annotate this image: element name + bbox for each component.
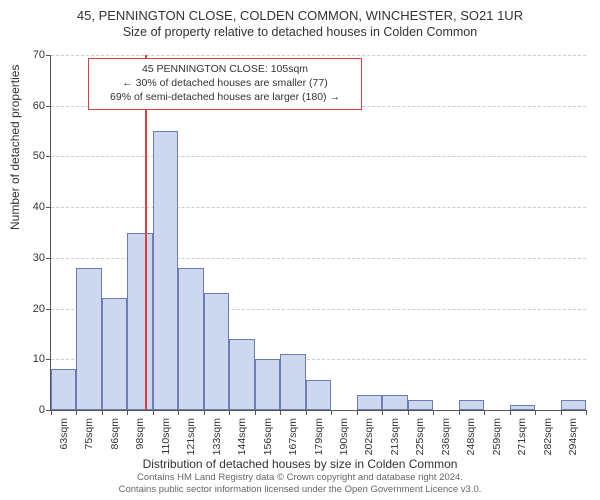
xtick-mark [357, 410, 358, 415]
ytick-mark [46, 207, 51, 208]
histogram-bar [382, 395, 407, 410]
histogram-bar [408, 400, 433, 410]
xtick-mark [561, 410, 562, 415]
xtick-label: 248sqm [465, 418, 477, 455]
xtick-mark [433, 410, 434, 415]
xtick-mark [484, 410, 485, 415]
xtick-label: 179sqm [313, 418, 325, 455]
xtick-mark [535, 410, 536, 415]
ytick-mark [46, 258, 51, 259]
footer-attribution: Contains HM Land Registry data © Crown c… [0, 472, 600, 496]
ytick-label: 0 [19, 404, 45, 416]
ytick-mark [46, 359, 51, 360]
chart-page: { "header": { "address": "45, PENNINGTON… [0, 0, 600, 500]
ytick-mark [46, 106, 51, 107]
callout-line3: 69% of semi-detached houses are larger (… [95, 90, 355, 104]
histogram-bar [561, 400, 586, 410]
footer-line1: Contains HM Land Registry data © Crown c… [0, 472, 600, 484]
xtick-mark [127, 410, 128, 415]
histogram-bar [255, 359, 280, 410]
ytick-mark [46, 156, 51, 157]
gridline [51, 207, 586, 208]
xtick-mark [76, 410, 77, 415]
ytick-label: 40 [19, 201, 45, 213]
xtick-label: 294sqm [567, 418, 579, 455]
gridline [51, 156, 586, 157]
ytick-label: 50 [19, 150, 45, 162]
ytick-label: 70 [19, 49, 45, 61]
xtick-label: 98sqm [134, 418, 146, 450]
xtick-mark [204, 410, 205, 415]
ytick-mark [46, 309, 51, 310]
xtick-mark [153, 410, 154, 415]
xtick-label: 282sqm [542, 418, 554, 455]
xtick-mark [459, 410, 460, 415]
histogram-bar [153, 131, 178, 410]
histogram-bar [76, 268, 101, 410]
xtick-label: 225sqm [414, 418, 426, 455]
xtick-mark [306, 410, 307, 415]
xtick-label: 75sqm [83, 418, 95, 450]
plot-wrapper: 01020304050607063sqm75sqm86sqm98sqm110sq… [50, 55, 585, 410]
xtick-mark [280, 410, 281, 415]
xtick-mark [382, 410, 383, 415]
histogram-bar [229, 339, 254, 410]
gridline [51, 55, 586, 56]
xtick-mark [331, 410, 332, 415]
subtitle: Size of property relative to detached ho… [0, 25, 600, 39]
xtick-label: 121sqm [185, 418, 197, 455]
xtick-label: 156sqm [262, 418, 274, 455]
xtick-mark [255, 410, 256, 415]
xtick-mark [408, 410, 409, 415]
xtick-mark [586, 410, 587, 415]
histogram-bar [204, 293, 229, 410]
xtick-label: 133sqm [211, 418, 223, 455]
histogram-bar [178, 268, 203, 410]
xtick-label: 167sqm [287, 418, 299, 455]
histogram-bar [102, 298, 127, 410]
ytick-label: 30 [19, 252, 45, 264]
xtick-label: 63sqm [58, 418, 70, 450]
histogram-bar [280, 354, 305, 410]
ytick-label: 20 [19, 303, 45, 315]
xtick-mark [102, 410, 103, 415]
xtick-label: 202sqm [363, 418, 375, 455]
callout-line1: 45 PENNINGTON CLOSE: 105sqm [95, 62, 355, 76]
histogram-bar [510, 405, 535, 410]
xtick-mark [229, 410, 230, 415]
xtick-label: 110sqm [160, 418, 172, 455]
title-block: 45, PENNINGTON CLOSE, COLDEN COMMON, WIN… [0, 0, 600, 39]
xtick-label: 236sqm [440, 418, 452, 455]
ytick-label: 60 [19, 100, 45, 112]
histogram-bar [357, 395, 382, 410]
x-axis-caption: Distribution of detached houses by size … [0, 457, 600, 471]
marker-callout: 45 PENNINGTON CLOSE: 105sqm ← 30% of det… [88, 58, 362, 110]
histogram-bar [459, 400, 484, 410]
ytick-label: 10 [19, 353, 45, 365]
xtick-label: 86sqm [109, 418, 121, 450]
address-title: 45, PENNINGTON CLOSE, COLDEN COMMON, WIN… [0, 8, 600, 23]
histogram-bar [127, 233, 152, 411]
histogram-bar [306, 380, 331, 410]
footer-line2: Contains public sector information licen… [0, 484, 600, 496]
xtick-mark [51, 410, 52, 415]
xtick-label: 213sqm [389, 418, 401, 455]
ytick-mark [46, 55, 51, 56]
xtick-label: 190sqm [338, 418, 350, 455]
xtick-mark [178, 410, 179, 415]
callout-line2: ← 30% of detached houses are smaller (77… [95, 76, 355, 90]
histogram-bar [51, 369, 76, 410]
xtick-mark [510, 410, 511, 415]
xtick-label: 271sqm [516, 418, 528, 455]
xtick-label: 259sqm [491, 418, 503, 455]
xtick-label: 144sqm [236, 418, 248, 455]
